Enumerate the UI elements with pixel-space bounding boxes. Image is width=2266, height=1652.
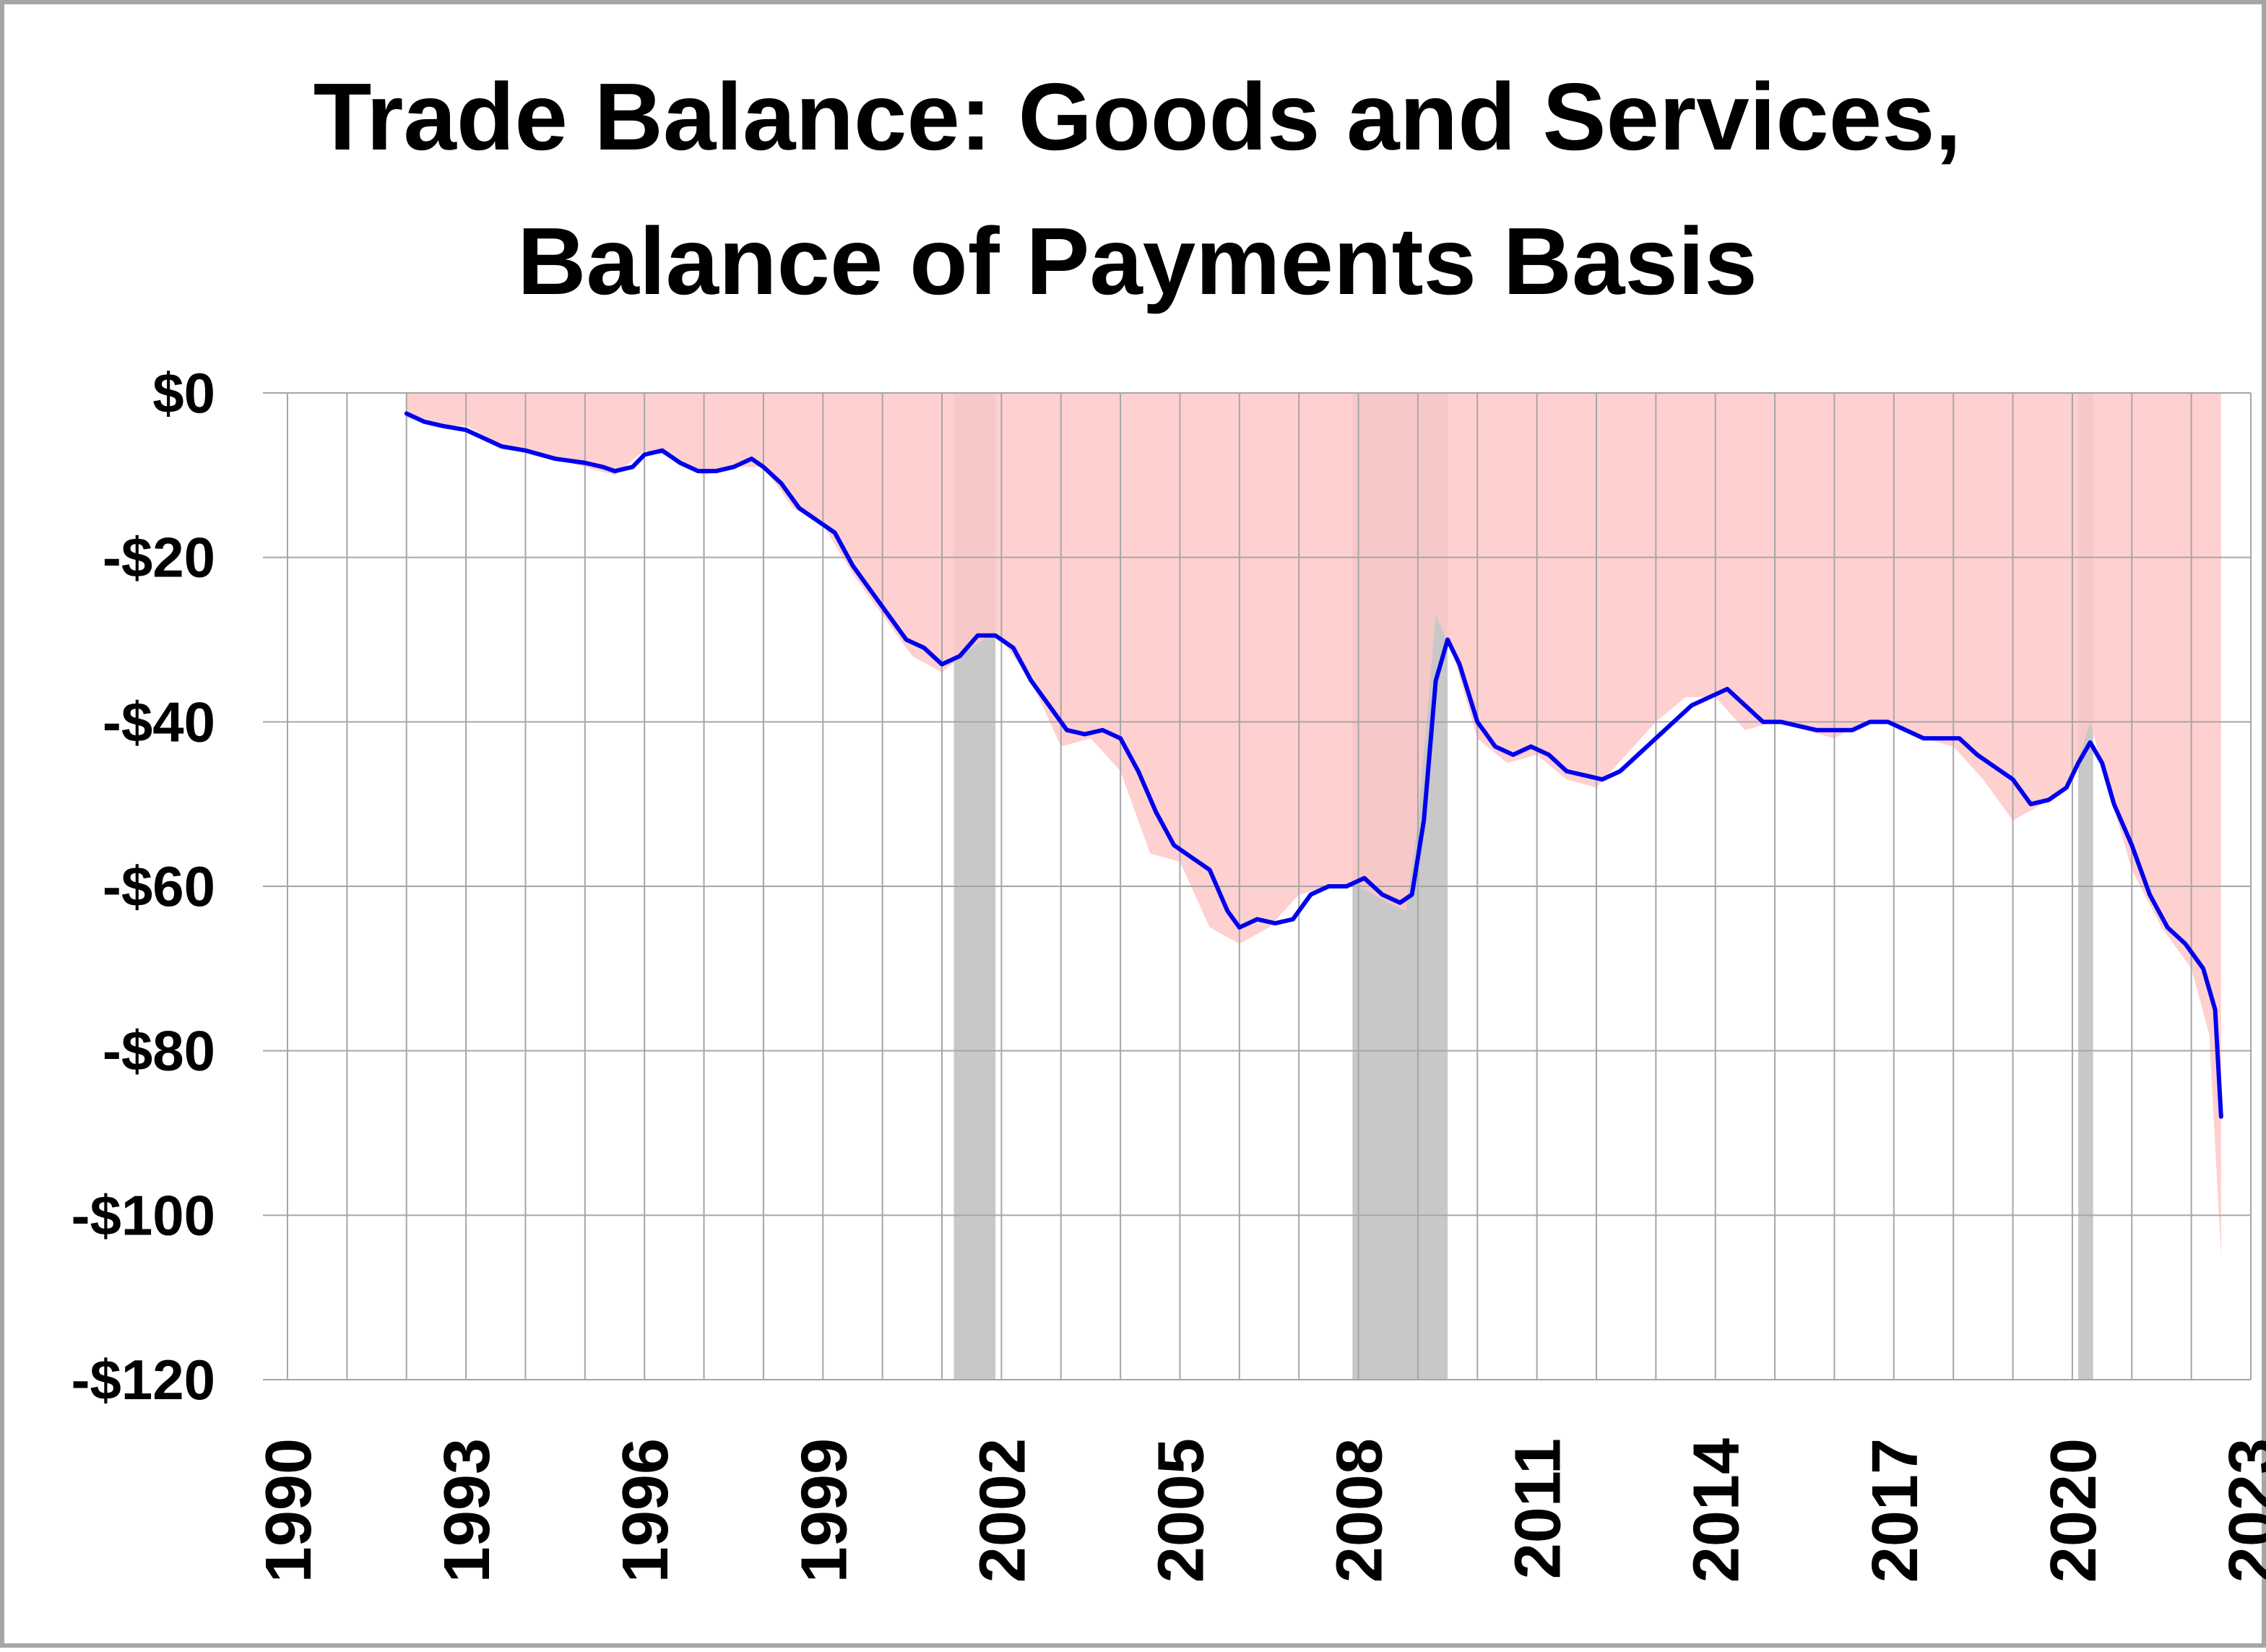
- x-tick-label: 2017: [1859, 1438, 1932, 1583]
- x-tick-label: 2014: [1681, 1438, 1753, 1583]
- y-tick-label: -$40: [103, 690, 215, 753]
- trade-balance-line: [404, 411, 2223, 1119]
- x-tick-label: 1993: [431, 1438, 503, 1583]
- chart-title: Trade Balance: Goods and Services, Balan…: [313, 64, 1962, 314]
- x-tick-label: 2005: [1145, 1438, 1217, 1583]
- x-tick-label: 1990: [253, 1438, 325, 1583]
- x-tick-label: 2023: [2216, 1438, 2266, 1583]
- x-tick-label: 1996: [610, 1438, 682, 1583]
- x-tick-label: 2002: [966, 1438, 1039, 1583]
- y-tick-label: $0: [152, 361, 215, 425]
- y-tick-label: -$80: [103, 1019, 215, 1083]
- x-tick-label: 1999: [788, 1438, 860, 1583]
- x-tick-label: 2011: [1502, 1438, 1575, 1579]
- chart-plot: $0 -$20 -$40 -$60 -$80 -$100 -$120 1990 1993 199…: [72, 361, 2266, 1583]
- y-tick-label: -$20: [103, 526, 215, 589]
- y-tick-label: -$100: [72, 1183, 216, 1247]
- trade-balance-area: [406, 393, 2221, 1257]
- x-tick-label: 2020: [2038, 1438, 2110, 1583]
- x-tick-label: 2008: [1324, 1438, 1396, 1583]
- y-tick-label: -$60: [103, 855, 215, 918]
- y-tick-label: -$120: [72, 1348, 216, 1411]
